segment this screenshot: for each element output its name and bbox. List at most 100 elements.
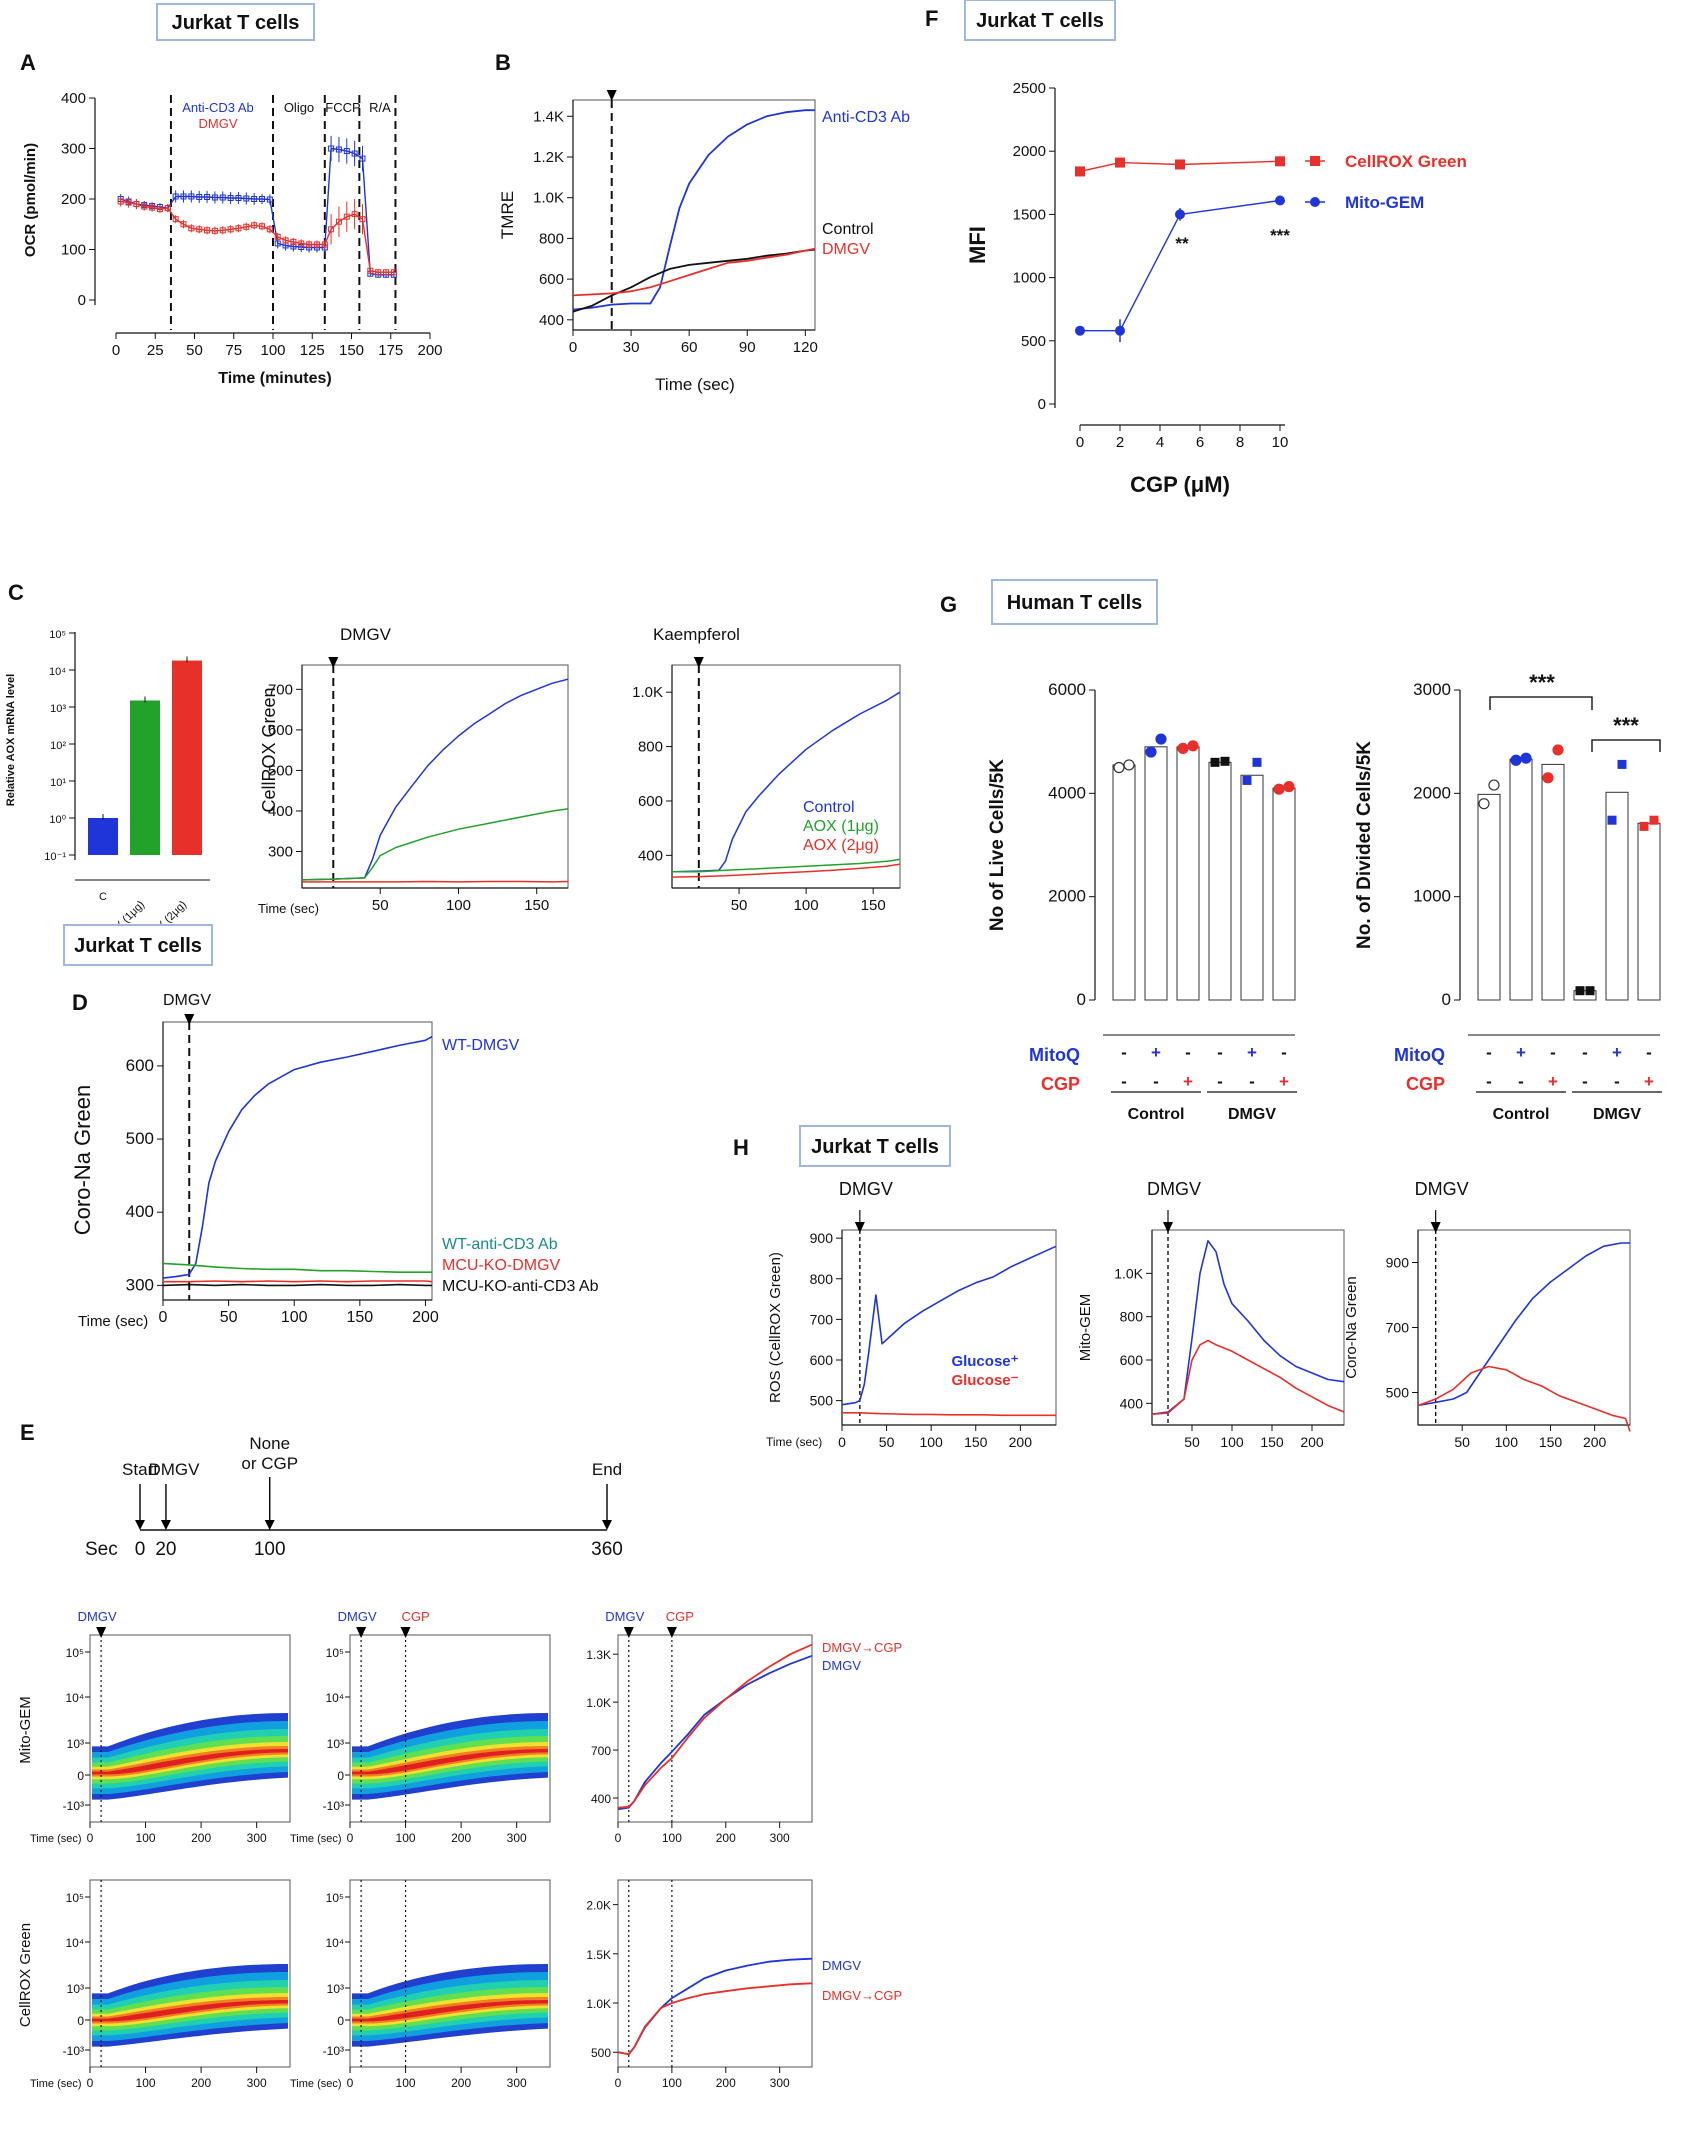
y-tick-label: 10² (50, 740, 66, 752)
y-tick-label: 300 (268, 844, 293, 861)
legend-mcu-dmgv: MCU-KO-DMGV (442, 1257, 561, 1274)
x-tick-label: 200 (417, 342, 442, 359)
stimulus-arrow (96, 1627, 107, 1638)
x-axis-label: Time (sec) (290, 2078, 342, 2090)
y-tick-label: 700 (810, 1311, 834, 1327)
x-tick-label: 200 (412, 1309, 439, 1326)
x-tick-label: 6 (1196, 434, 1204, 451)
y-tick-label: 10⁵ (326, 1891, 344, 1905)
x-tick-label: 100 (136, 1831, 156, 1845)
data-point (1177, 742, 1189, 754)
data-point (188, 225, 195, 232)
data-point (219, 194, 226, 201)
panel-label-G: G (940, 592, 957, 617)
x-tick-label: 30 (623, 339, 640, 356)
x-tick-label: 200 (191, 1831, 211, 1845)
legend-wt-anticd3: WT-anti-CD3 Ab (442, 1236, 558, 1253)
title-jurkat-h-box (799, 1125, 951, 1167)
significance-stars: *** (1613, 713, 1639, 738)
x-axis-label: Time (sec) (30, 1833, 82, 1845)
cgp-sign: - (1217, 1072, 1223, 1091)
x-tick-label: 0 (1076, 434, 1084, 451)
series-Glucose⁻ (1151, 1339, 1345, 1415)
x-tick-label: 50 (1184, 1434, 1200, 1450)
plot-frame-e (617, 1879, 813, 2068)
data-point (1273, 783, 1285, 795)
data-point (359, 155, 366, 162)
legend-anti-cd3: Anti-CD3 Ab (182, 100, 254, 115)
data-point (149, 204, 156, 211)
mitoq-sign: + (1612, 1043, 1622, 1062)
y-tick-label: 800 (638, 739, 663, 756)
y-tick-label: 900 (1386, 1255, 1410, 1271)
series-DMGV→CGP (617, 1643, 813, 1809)
panel-label-F: F (925, 6, 938, 31)
significance-bracket (1489, 696, 1593, 710)
series-WT-anti-CD3 Ab (162, 1262, 432, 1273)
y-tick-label: 900 (810, 1230, 834, 1246)
x-tick-label: 10 (1272, 434, 1289, 451)
y-tick-label: 1000 (1013, 270, 1046, 287)
x-tick-label: 0 (838, 1434, 846, 1450)
stimulus-arrow (854, 1222, 865, 1233)
y-tick-label: 10⁵ (326, 1646, 344, 1660)
y-axis-label: OCR (pmol/min) (22, 143, 39, 257)
x-tick-label: 150 (1539, 1434, 1563, 1450)
y-tick-label: 2000 (1048, 887, 1086, 906)
y-axis-label: MFI (965, 226, 990, 264)
series-Control (572, 248, 816, 313)
density-band (92, 2000, 288, 2022)
title-human-g-box (991, 579, 1158, 625)
x-axis-label: Time (sec) (30, 2078, 82, 2090)
density-band (92, 1749, 288, 1775)
data-point (1552, 744, 1564, 756)
title-jurkat-c: Jurkat T cells (74, 935, 202, 957)
legend-marker (1310, 156, 1320, 166)
data-point (141, 203, 148, 210)
density-frame (349, 1634, 551, 1823)
x-tick-label: 50 (372, 897, 389, 914)
data-point (117, 198, 124, 205)
y-tick-label: 600 (268, 722, 293, 739)
legend-dmgv: DMGV (199, 116, 238, 131)
series-MCU-KO-DMGV (163, 1280, 433, 1283)
series-AOX (1μg) (672, 858, 901, 873)
mitoq-sign: + (1247, 1043, 1257, 1062)
legend-wt-dmgv: WT-DMGV (442, 1037, 520, 1054)
data-point (1617, 759, 1627, 769)
panel-label-H: H (733, 1135, 749, 1160)
series-Glucose⁺ (1417, 1242, 1630, 1407)
stimulus-arrow (1163, 1222, 1173, 1233)
cgp-sign: - (1518, 1072, 1524, 1091)
y-tick-label: 0 (77, 2014, 84, 2028)
density-frame (89, 1879, 291, 2068)
y-tick-label: 800 (539, 230, 564, 247)
legend-mcu-anticd3: MCU-KO-anti-CD3 Ab (442, 1278, 599, 1295)
data-point (1210, 757, 1220, 767)
y-tick-label: 10⁴ (65, 1691, 84, 1705)
series-DMGV (120, 200, 394, 273)
bar-Control+CGP (1541, 763, 1565, 1001)
series-DMGV→CGP (617, 1982, 813, 2056)
stimulus-arrow (1430, 1222, 1441, 1233)
plot-frame-h (841, 1229, 1057, 1426)
data-point (1639, 821, 1649, 831)
x-tick-label: 150 (524, 897, 549, 914)
timeline-none: None (249, 1434, 290, 1453)
x-tick-label: 50 (1454, 1434, 1470, 1450)
series-Anti-CD3 Ab (572, 109, 815, 311)
legend-dmgv: DMGV (822, 1658, 861, 1673)
significance-stars: *** (1270, 226, 1290, 245)
y-tick-label: 10³ (67, 1737, 84, 1751)
phase-fccp: FCCP (325, 100, 360, 115)
phase-oligo: Oligo (284, 100, 314, 115)
stimulus-label: DMGV (163, 992, 211, 1009)
y-tick-label: 1.0K (533, 190, 564, 207)
cgp-sign: - (1614, 1072, 1620, 1091)
row-label-cgp: CGP (1041, 1074, 1080, 1094)
x-tick-label: 200 (1583, 1434, 1607, 1450)
data-point (335, 218, 342, 225)
cgp-sign: - (1249, 1072, 1255, 1091)
data-point (227, 194, 234, 201)
y-tick-label: -10³ (63, 1799, 84, 1813)
